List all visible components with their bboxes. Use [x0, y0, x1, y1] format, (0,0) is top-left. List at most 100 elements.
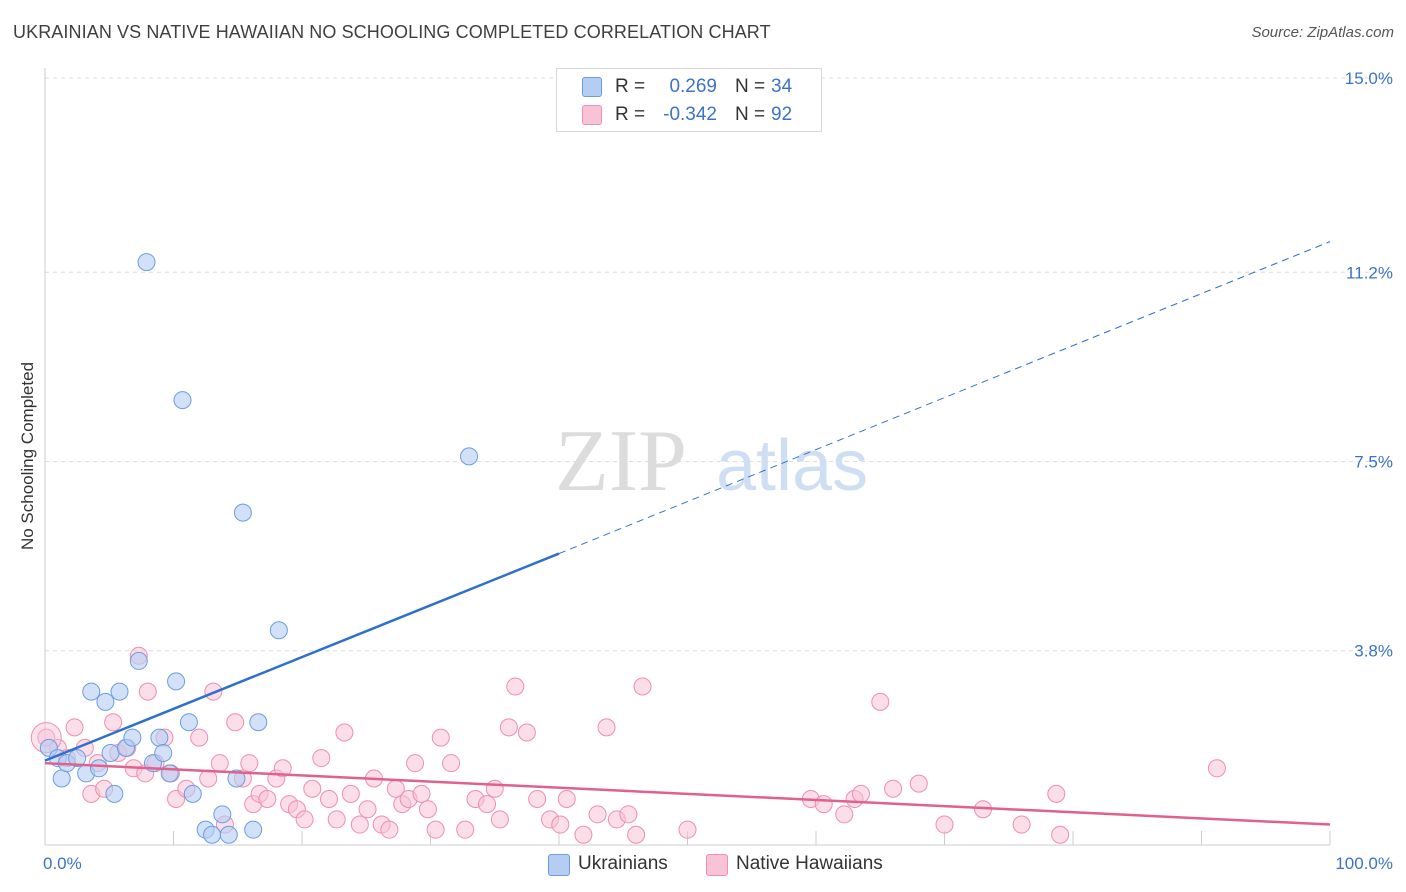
n-value: 34: [771, 76, 793, 97]
ukrainians-swatch: [582, 77, 602, 97]
ukrainian-point: [154, 743, 173, 762]
ukrainian-point: [173, 391, 192, 410]
ukrainian-point: [110, 682, 129, 701]
r-label: R =: [615, 104, 646, 125]
native-hawaiian-point: [104, 713, 123, 732]
ukrainian-point: [101, 743, 120, 762]
native-hawaiians-swatch: [582, 105, 602, 125]
ukrainian-point: [105, 784, 124, 803]
ukrainian-point: [68, 749, 87, 768]
tick-labels: 3.8% 7.5% 11.2% 15.0% 0.0% 100.0%: [43, 69, 1393, 873]
native-hawaiian-point: [341, 784, 360, 803]
native-hawaiian-point: [1012, 815, 1031, 834]
native-hawaiian-point: [551, 815, 570, 834]
legend-label: Ukrainians: [578, 853, 668, 874]
ukrainians-trend-line: [44, 552, 560, 762]
native-hawaiian-point: [412, 784, 431, 803]
native-hawaiian-point: [442, 754, 461, 773]
ukrainian-point: [150, 728, 169, 747]
native-hawaiian-point: [506, 677, 525, 696]
native-hawaiian-point: [210, 754, 229, 773]
native-hawaiian-point: [499, 718, 518, 737]
watermark-zip: ZIP: [555, 413, 687, 510]
native-hawaiian-point: [478, 795, 497, 814]
native-hawaiian-point: [295, 810, 314, 829]
native-hawaiian-point: [597, 718, 616, 737]
native-hawaiian-point: [431, 728, 450, 747]
ukrainian-point: [249, 713, 268, 732]
y-tick-label: 15.0%: [1345, 69, 1393, 88]
native-hawaiian-point: [226, 713, 245, 732]
y-tick-label: 3.8%: [1354, 642, 1393, 661]
native-hawaiian-point: [327, 810, 346, 829]
ukrainian-point: [269, 621, 288, 640]
native-hawaiian-point: [319, 789, 338, 808]
native-hawaiian-point: [851, 784, 870, 803]
x-tick-label: 100.0%: [1335, 854, 1393, 873]
ukrainian-point: [129, 651, 148, 670]
ukrainian-point: [167, 672, 186, 691]
ukrainian-point: [203, 825, 222, 844]
native-hawaiian-point: [190, 728, 209, 747]
native-hawaiian-point: [335, 723, 354, 742]
native-hawaiian-point: [588, 805, 607, 824]
native-hawaiian-point: [358, 800, 377, 819]
ukrainian-point: [96, 692, 115, 711]
native-hawaiian-point: [240, 754, 259, 773]
stats-box: R = 0.269 N = 34 R = -0.342 N = 92: [556, 68, 822, 132]
ukrainian-point: [213, 805, 232, 824]
n-label: N =: [735, 76, 766, 97]
native-hawaiian-point: [273, 759, 292, 778]
ukrainian-point: [233, 503, 252, 522]
native-hawaiian-point: [633, 677, 652, 696]
ukrainian-point: [137, 253, 156, 272]
native-hawaiian-point: [312, 749, 331, 768]
ukrainians-trend-extension: [558, 241, 1331, 555]
native-hawaiian-point: [485, 779, 504, 798]
native-hawaiian-point: [418, 800, 437, 819]
chart-title: UKRAINIAN VS NATIVE HAWAIIAN NO SCHOOLIN…: [13, 22, 771, 42]
ukrainian-point: [89, 759, 108, 778]
native-hawaiian-point: [574, 825, 593, 844]
r-value: 0.269: [669, 76, 717, 97]
native-hawaiian-point: [678, 820, 697, 839]
r-value: -0.342: [663, 104, 717, 125]
ukrainian-point: [82, 682, 101, 701]
n-value: 92: [771, 104, 793, 125]
native-hawaiian-point: [528, 789, 547, 808]
ukrainian-point: [179, 713, 198, 732]
ukrainian-point: [52, 769, 71, 788]
native-hawaiian-point: [456, 820, 475, 839]
native-hawaiian-point: [258, 789, 277, 808]
native-hawaiian-point: [557, 789, 576, 808]
watermark-atlas: atlas: [716, 426, 868, 506]
native-hawaiian-point: [138, 682, 157, 701]
x-tick-label: 0.0%: [43, 854, 82, 873]
ukrainian-point: [160, 764, 179, 783]
legend-label: Native Hawaiians: [736, 853, 883, 874]
native-hawaiian-point: [871, 692, 890, 711]
native-hawaiian-point: [1047, 784, 1066, 803]
native-hawaiians-trend-line: [44, 761, 1331, 826]
y-tick-label: 11.2%: [1346, 263, 1393, 282]
native-hawaiian-point: [1051, 825, 1070, 844]
ukrainian-point: [227, 769, 246, 788]
native-hawaiian-point: [884, 779, 903, 798]
native-hawaiian-point: [65, 718, 84, 737]
ukrainian-point: [183, 784, 202, 803]
native-hawaiian-point: [517, 723, 536, 742]
trend-lines: [44, 241, 1331, 826]
y-tick-label: 7.5%: [1354, 453, 1393, 472]
gridlines: [45, 77, 1392, 652]
native-hawaiian-point: [426, 820, 445, 839]
native-hawaiian-point: [199, 769, 218, 788]
native-hawaiian-point: [835, 805, 854, 824]
source-label: Source: ZipAtlas.com: [1251, 24, 1394, 41]
ukrainian-point: [219, 825, 238, 844]
n-label: N =: [735, 104, 766, 125]
ukrainian-point: [460, 447, 479, 466]
native-hawaiians-points: [30, 646, 1226, 844]
native-hawaiian-point: [627, 825, 646, 844]
ukrainian-point: [123, 728, 142, 747]
